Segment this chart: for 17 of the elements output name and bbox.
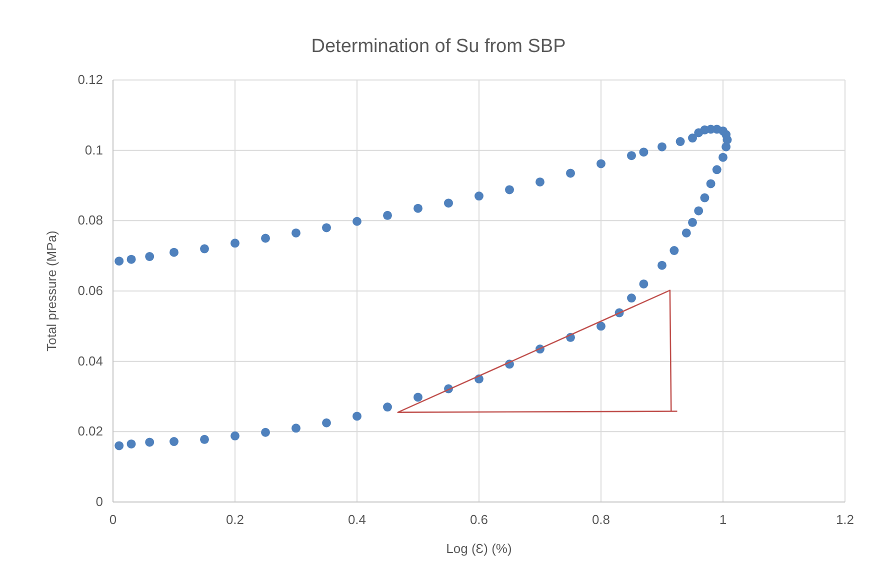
x-tick-label: 0.8 <box>592 512 610 527</box>
y-axis-title: Total pressure (MPa) <box>44 230 59 352</box>
x-tick-label: 0 <box>109 512 117 527</box>
y-tick-label: 0.04 <box>78 353 103 368</box>
y-tick-label: 0 <box>96 494 103 509</box>
x-tick-label: 1.2 <box>836 512 854 527</box>
x-tick-label: 1 <box>719 512 727 527</box>
x-tick-label: 0.6 <box>470 512 488 527</box>
x-tick-label: 0.2 <box>226 512 244 527</box>
x-axis-title: Log (Ɛ) (%) <box>446 541 512 556</box>
y-tick-label: 0.06 <box>78 283 103 298</box>
y-tick-label: 0.12 <box>78 72 103 87</box>
y-tick-label: 0.02 <box>78 424 103 439</box>
y-tick-label: 0.1 <box>84 142 103 158</box>
chart-title: Determination of Su from SBP <box>311 36 566 57</box>
x-tick-label: 0.4 <box>348 512 366 527</box>
y-tick-label: 0.08 <box>78 212 103 228</box>
